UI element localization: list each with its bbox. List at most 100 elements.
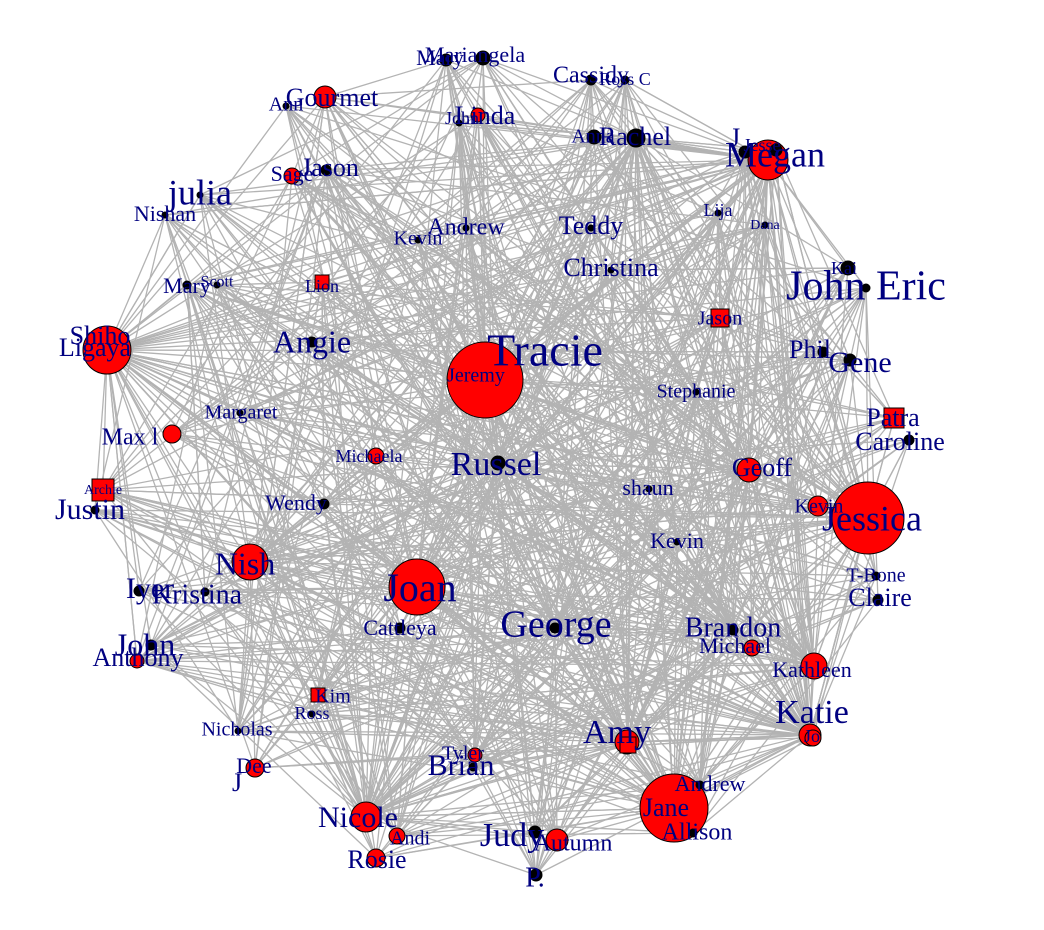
node-label: Margaret — [205, 402, 278, 424]
edge — [136, 284, 218, 662]
node-label: Autumn — [534, 831, 613, 857]
edge — [325, 169, 766, 226]
edge — [719, 317, 750, 471]
edge — [186, 284, 418, 588]
node-iyer — [133, 585, 145, 597]
edge — [396, 807, 675, 837]
edge — [138, 590, 476, 756]
edge — [106, 349, 499, 464]
node-stephanie — [692, 388, 700, 396]
edge — [399, 627, 474, 768]
edge — [477, 114, 719, 214]
edge — [164, 214, 251, 563]
edge — [324, 79, 592, 98]
edge — [624, 79, 637, 139]
node-label: Kevin — [394, 228, 443, 250]
edge — [237, 96, 326, 732]
node-label: Jason — [301, 153, 359, 182]
edge — [164, 159, 769, 216]
node-john — [145, 639, 157, 651]
node-nicholas — [234, 727, 242, 735]
node-maxl — [162, 424, 182, 444]
edge — [239, 57, 484, 414]
edge — [102, 79, 626, 491]
edge — [610, 137, 637, 271]
edge — [94, 509, 694, 834]
edge — [317, 629, 734, 696]
node-label: Andi — [390, 828, 430, 850]
edge — [204, 591, 476, 756]
edge — [458, 122, 476, 756]
edge — [216, 284, 537, 876]
edge — [365, 287, 867, 818]
edge — [106, 349, 251, 563]
node-label: Gourmet — [286, 83, 379, 112]
edge — [474, 267, 849, 756]
edge — [204, 591, 398, 837]
edge — [311, 455, 377, 715]
edge — [699, 212, 719, 786]
node-label: Dee — [236, 753, 271, 778]
node-label: shaun — [622, 475, 673, 500]
edge — [106, 349, 138, 662]
edge — [673, 391, 697, 809]
node-tyler — [467, 747, 483, 763]
edge — [164, 214, 418, 588]
edge — [237, 730, 675, 809]
edge — [417, 239, 537, 876]
node-angie — [306, 336, 318, 348]
node-jason2 — [710, 308, 730, 328]
node-kai — [840, 260, 856, 276]
edge — [626, 159, 769, 743]
edge — [254, 741, 628, 769]
edge — [285, 105, 556, 629]
node-label: Katie — [775, 694, 849, 731]
edge — [136, 627, 401, 662]
node-nishan — [161, 211, 169, 219]
edge — [554, 79, 592, 629]
node-label: P. — [525, 862, 544, 893]
edge — [590, 227, 678, 543]
edge — [474, 417, 895, 756]
edge — [764, 224, 815, 667]
node-julia — [196, 191, 204, 199]
node-label: Jane — [643, 793, 689, 822]
edge — [554, 469, 750, 629]
edge — [102, 227, 592, 491]
edge — [375, 741, 628, 859]
edge — [136, 660, 701, 786]
node-label: Scott — [201, 274, 234, 291]
node-label: Lion — [305, 276, 339, 296]
edge — [465, 137, 637, 229]
edge — [396, 227, 592, 837]
edge — [199, 57, 484, 196]
edge — [150, 644, 814, 739]
edge — [311, 341, 851, 361]
node-label: Nishan — [134, 201, 196, 226]
node-nish — [231, 543, 269, 581]
node-label: Jessica — [822, 498, 922, 538]
node-label: Jason — [698, 308, 742, 330]
edge — [106, 317, 721, 351]
edge — [732, 629, 815, 667]
edge — [186, 284, 811, 736]
node-kim — [310, 687, 326, 703]
node-label: George — [500, 604, 611, 646]
edge — [164, 214, 815, 667]
edge — [106, 349, 377, 457]
edge — [216, 281, 323, 286]
edge — [556, 317, 721, 841]
edge — [472, 647, 753, 768]
node-label: Iyer — [126, 572, 174, 605]
edge — [627, 287, 867, 746]
node-label: Amy — [583, 714, 651, 751]
edge — [317, 159, 769, 696]
edge — [106, 349, 256, 769]
node-label: Shiho — [70, 321, 131, 350]
edge — [237, 137, 637, 732]
node-label: Kristina — [152, 579, 243, 610]
edge — [472, 79, 592, 768]
edge — [610, 269, 869, 519]
node-claire — [872, 594, 884, 606]
node-label: Russel — [451, 446, 542, 483]
